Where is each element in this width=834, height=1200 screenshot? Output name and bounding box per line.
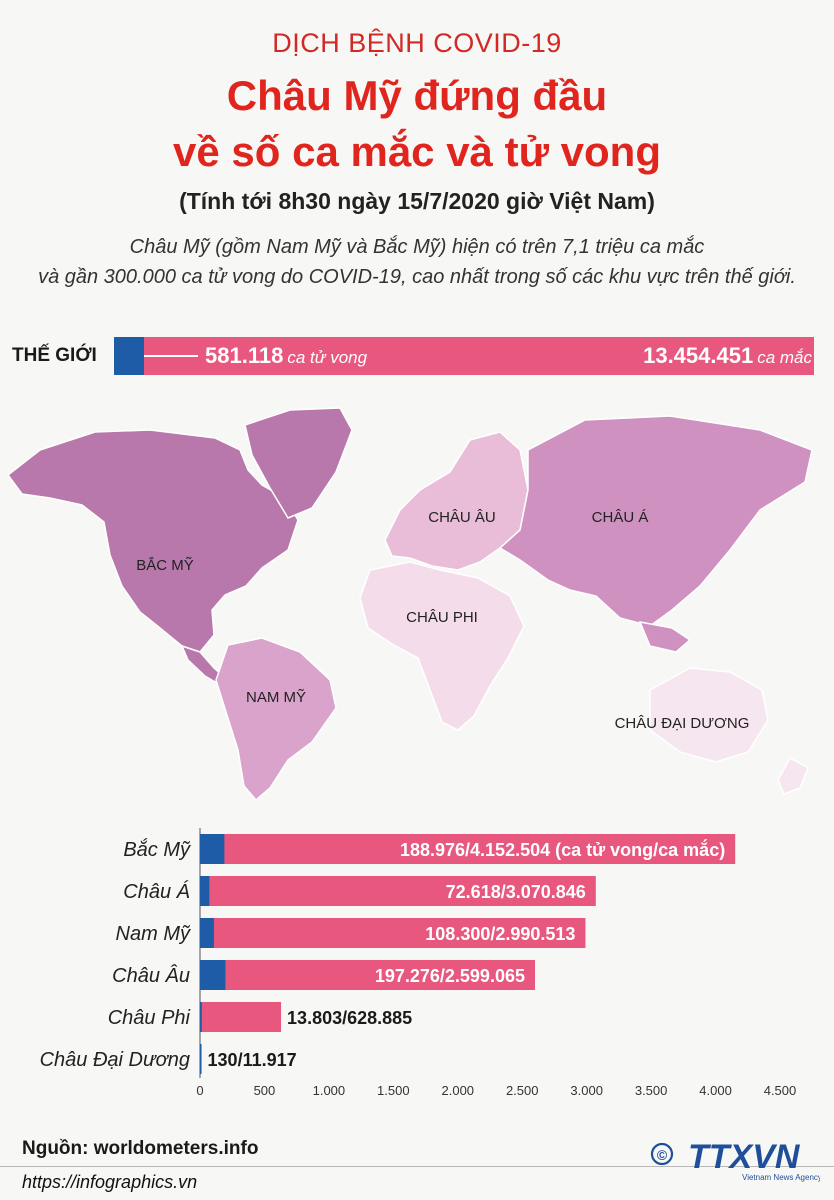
world-label: THẾ GIỚI: [12, 345, 97, 366]
value-label: 197.276/2.599.065: [375, 966, 525, 986]
logo-subtitle: Vietnam News Agency: [742, 1173, 820, 1182]
x-tick-label: 4.500: [764, 1083, 797, 1098]
region-label-oceania: CHÂU ĐẠI DƯƠNG: [615, 715, 750, 732]
region-label-north-america: BẮC MỸ: [136, 556, 194, 574]
copyright-symbol: ©: [657, 1147, 668, 1163]
x-tick-label: 3.000: [570, 1083, 603, 1098]
world-deaths-number: 581.118: [205, 343, 284, 368]
category-label: Châu Đại Dương: [40, 1049, 190, 1071]
footer-divider: [0, 1166, 834, 1167]
region-greenland: [244, 407, 353, 519]
deaths-bar: [200, 1002, 202, 1032]
x-tick-label: 3.500: [635, 1083, 668, 1098]
intro-line-1: Châu Mỹ (gồm Nam Mỹ và Bắc Mỹ) hiện có t…: [129, 236, 705, 258]
title-line-2: về số ca mắc và tử vong: [173, 128, 661, 175]
cases-bar: [200, 876, 596, 906]
category-label: Châu Phi: [108, 1007, 191, 1029]
source-note: Nguồn: worldometers.info: [22, 1138, 259, 1159]
category-label: Châu Á: [123, 880, 190, 903]
world-deaths-unit: ca tử vong: [287, 348, 368, 367]
world-cases-unit: ca mắc: [757, 348, 812, 367]
region-label-asia: CHÂU Á: [592, 509, 649, 526]
deaths-bar: [200, 834, 225, 864]
region-label-africa: CHÂU PHI: [406, 609, 478, 626]
region-southeast-asia: [638, 621, 692, 653]
category-label: Nam Mỹ: [116, 923, 191, 945]
value-label: 72.618/3.070.846: [446, 882, 586, 902]
x-tick-label: 0: [196, 1083, 203, 1098]
world-map: BẮC MỸ NAM MỸ CHÂU ÂU CHÂU Á CHÂU PHI CH…: [6, 407, 813, 802]
world-deaths-bar: [114, 337, 144, 375]
ttxvn-logo: © TTXVN Vietnam News Agency: [650, 1138, 820, 1182]
kicker: DỊCH BỆNH COVID-19: [272, 28, 562, 58]
deaths-bar: [200, 876, 210, 906]
world-cases-value: 13.454.451 ca mắc: [643, 343, 812, 369]
logo-wordmark: TTXVN: [688, 1138, 801, 1176]
x-tick-label: 4.000: [699, 1083, 732, 1098]
cases-bar: [200, 1002, 282, 1032]
deaths-bar: [200, 1044, 202, 1074]
x-tick-label: 1.500: [377, 1083, 410, 1098]
cases-bar: [200, 960, 535, 990]
region-new-zealand: [777, 756, 809, 795]
world-deaths-value: 581.118 ca tử vong: [205, 343, 367, 369]
region-africa: [359, 561, 525, 731]
region-asia: [498, 415, 813, 627]
site-link[interactable]: https://infographics.vn: [22, 1172, 198, 1192]
cases-bar: [200, 918, 586, 948]
value-label: 130/11.917: [208, 1050, 297, 1070]
as-of-date: (Tính tới 8h30 ngày 15/7/2020 giờ Việt N…: [179, 188, 655, 214]
value-label: 13.803/628.885: [287, 1008, 412, 1028]
bar-chart: Bắc Mỹ 188.976/4.152.504 (ca tử vong/ca m…: [40, 828, 797, 1098]
deaths-bar: [200, 960, 226, 990]
world-cases-bar: [114, 337, 814, 375]
x-tick-label: 2.000: [442, 1083, 475, 1098]
intro-line-2: và gần 300.000 ca tử vong do COVID-19, c…: [38, 266, 796, 288]
region-oceania: [649, 667, 769, 763]
category-label: Châu Âu: [112, 964, 190, 987]
region-label-south-america: NAM MỸ: [246, 689, 306, 706]
deaths-bar: [200, 918, 214, 948]
world-leader-line: [144, 355, 198, 357]
world-cases-number: 13.454.451: [643, 343, 754, 368]
x-tick-label: 1.000: [313, 1083, 346, 1098]
value-label: 188.976/4.152.504 (ca tử vong/ca mắc): [400, 839, 725, 860]
category-label: Bắc Mỹ: [123, 838, 191, 861]
region-label-europe: CHÂU ÂU: [428, 509, 496, 526]
region-north-america: [6, 429, 299, 653]
cases-bar: [200, 834, 736, 864]
title-line-1: Châu Mỹ đứng đầu: [226, 72, 608, 119]
copyright-icon: [650, 1142, 674, 1166]
value-label: 108.300/2.990.513: [425, 924, 575, 944]
x-tick-label: 2.500: [506, 1083, 539, 1098]
region-south-america: [215, 637, 337, 802]
x-tick-label: 500: [254, 1083, 276, 1098]
